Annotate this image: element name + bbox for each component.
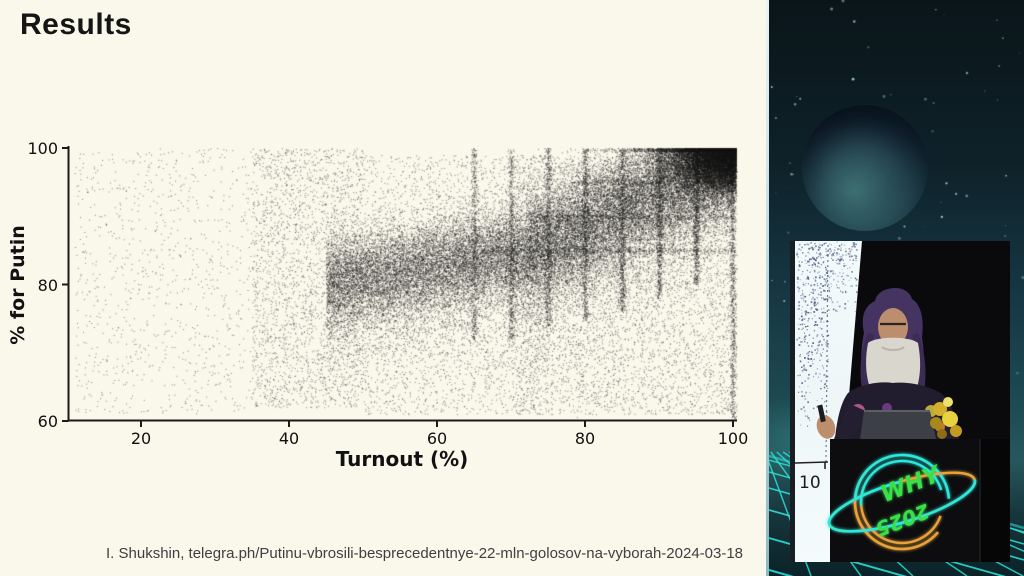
slide-title: Results xyxy=(20,8,132,41)
laptop xyxy=(860,411,936,439)
speaker-arm xyxy=(834,403,870,439)
gold-decoration xyxy=(930,397,962,439)
y-tick-label: 60 xyxy=(37,412,58,431)
x-axis-label: Turnout (%) xyxy=(335,447,469,471)
slide: Results 20 40 60 80 100 60 80 100 Turnout (%) %… xyxy=(0,0,766,576)
y-tick-label: 100 xyxy=(27,139,58,158)
x-tick-label: 60 xyxy=(426,429,448,448)
y-axis-label: % for Putin xyxy=(7,225,29,345)
x-tick-label: 40 xyxy=(278,429,300,448)
speaker-face xyxy=(878,308,908,346)
presenter-remote xyxy=(817,404,826,423)
scatter-plot-canvas xyxy=(67,146,739,422)
speaker-video-inset: 10 xyxy=(790,241,1010,562)
projected-axis-label: 10 xyxy=(799,473,821,493)
planet xyxy=(802,105,928,231)
projected-scatter-noise xyxy=(796,241,858,427)
inset-left-edge xyxy=(790,241,795,562)
projection-screen-strip: 10 xyxy=(794,241,862,562)
x-tick-label: 100 xyxy=(717,429,749,448)
slide-panel-divider xyxy=(766,0,769,576)
neon-logo-orbit xyxy=(827,471,977,533)
video-panel: 10 xyxy=(769,0,1024,576)
speaker-moustache xyxy=(881,346,905,351)
y-tick-label: 80 xyxy=(37,275,58,295)
citation: I. Shukshin, telegra.ph/Putinu-vbrosili-… xyxy=(106,545,744,562)
projected-axis-line xyxy=(794,461,829,464)
x-tick-label: 20 xyxy=(130,429,152,448)
podium-side xyxy=(980,439,1010,562)
x-tick-label: 80 xyxy=(574,429,596,448)
